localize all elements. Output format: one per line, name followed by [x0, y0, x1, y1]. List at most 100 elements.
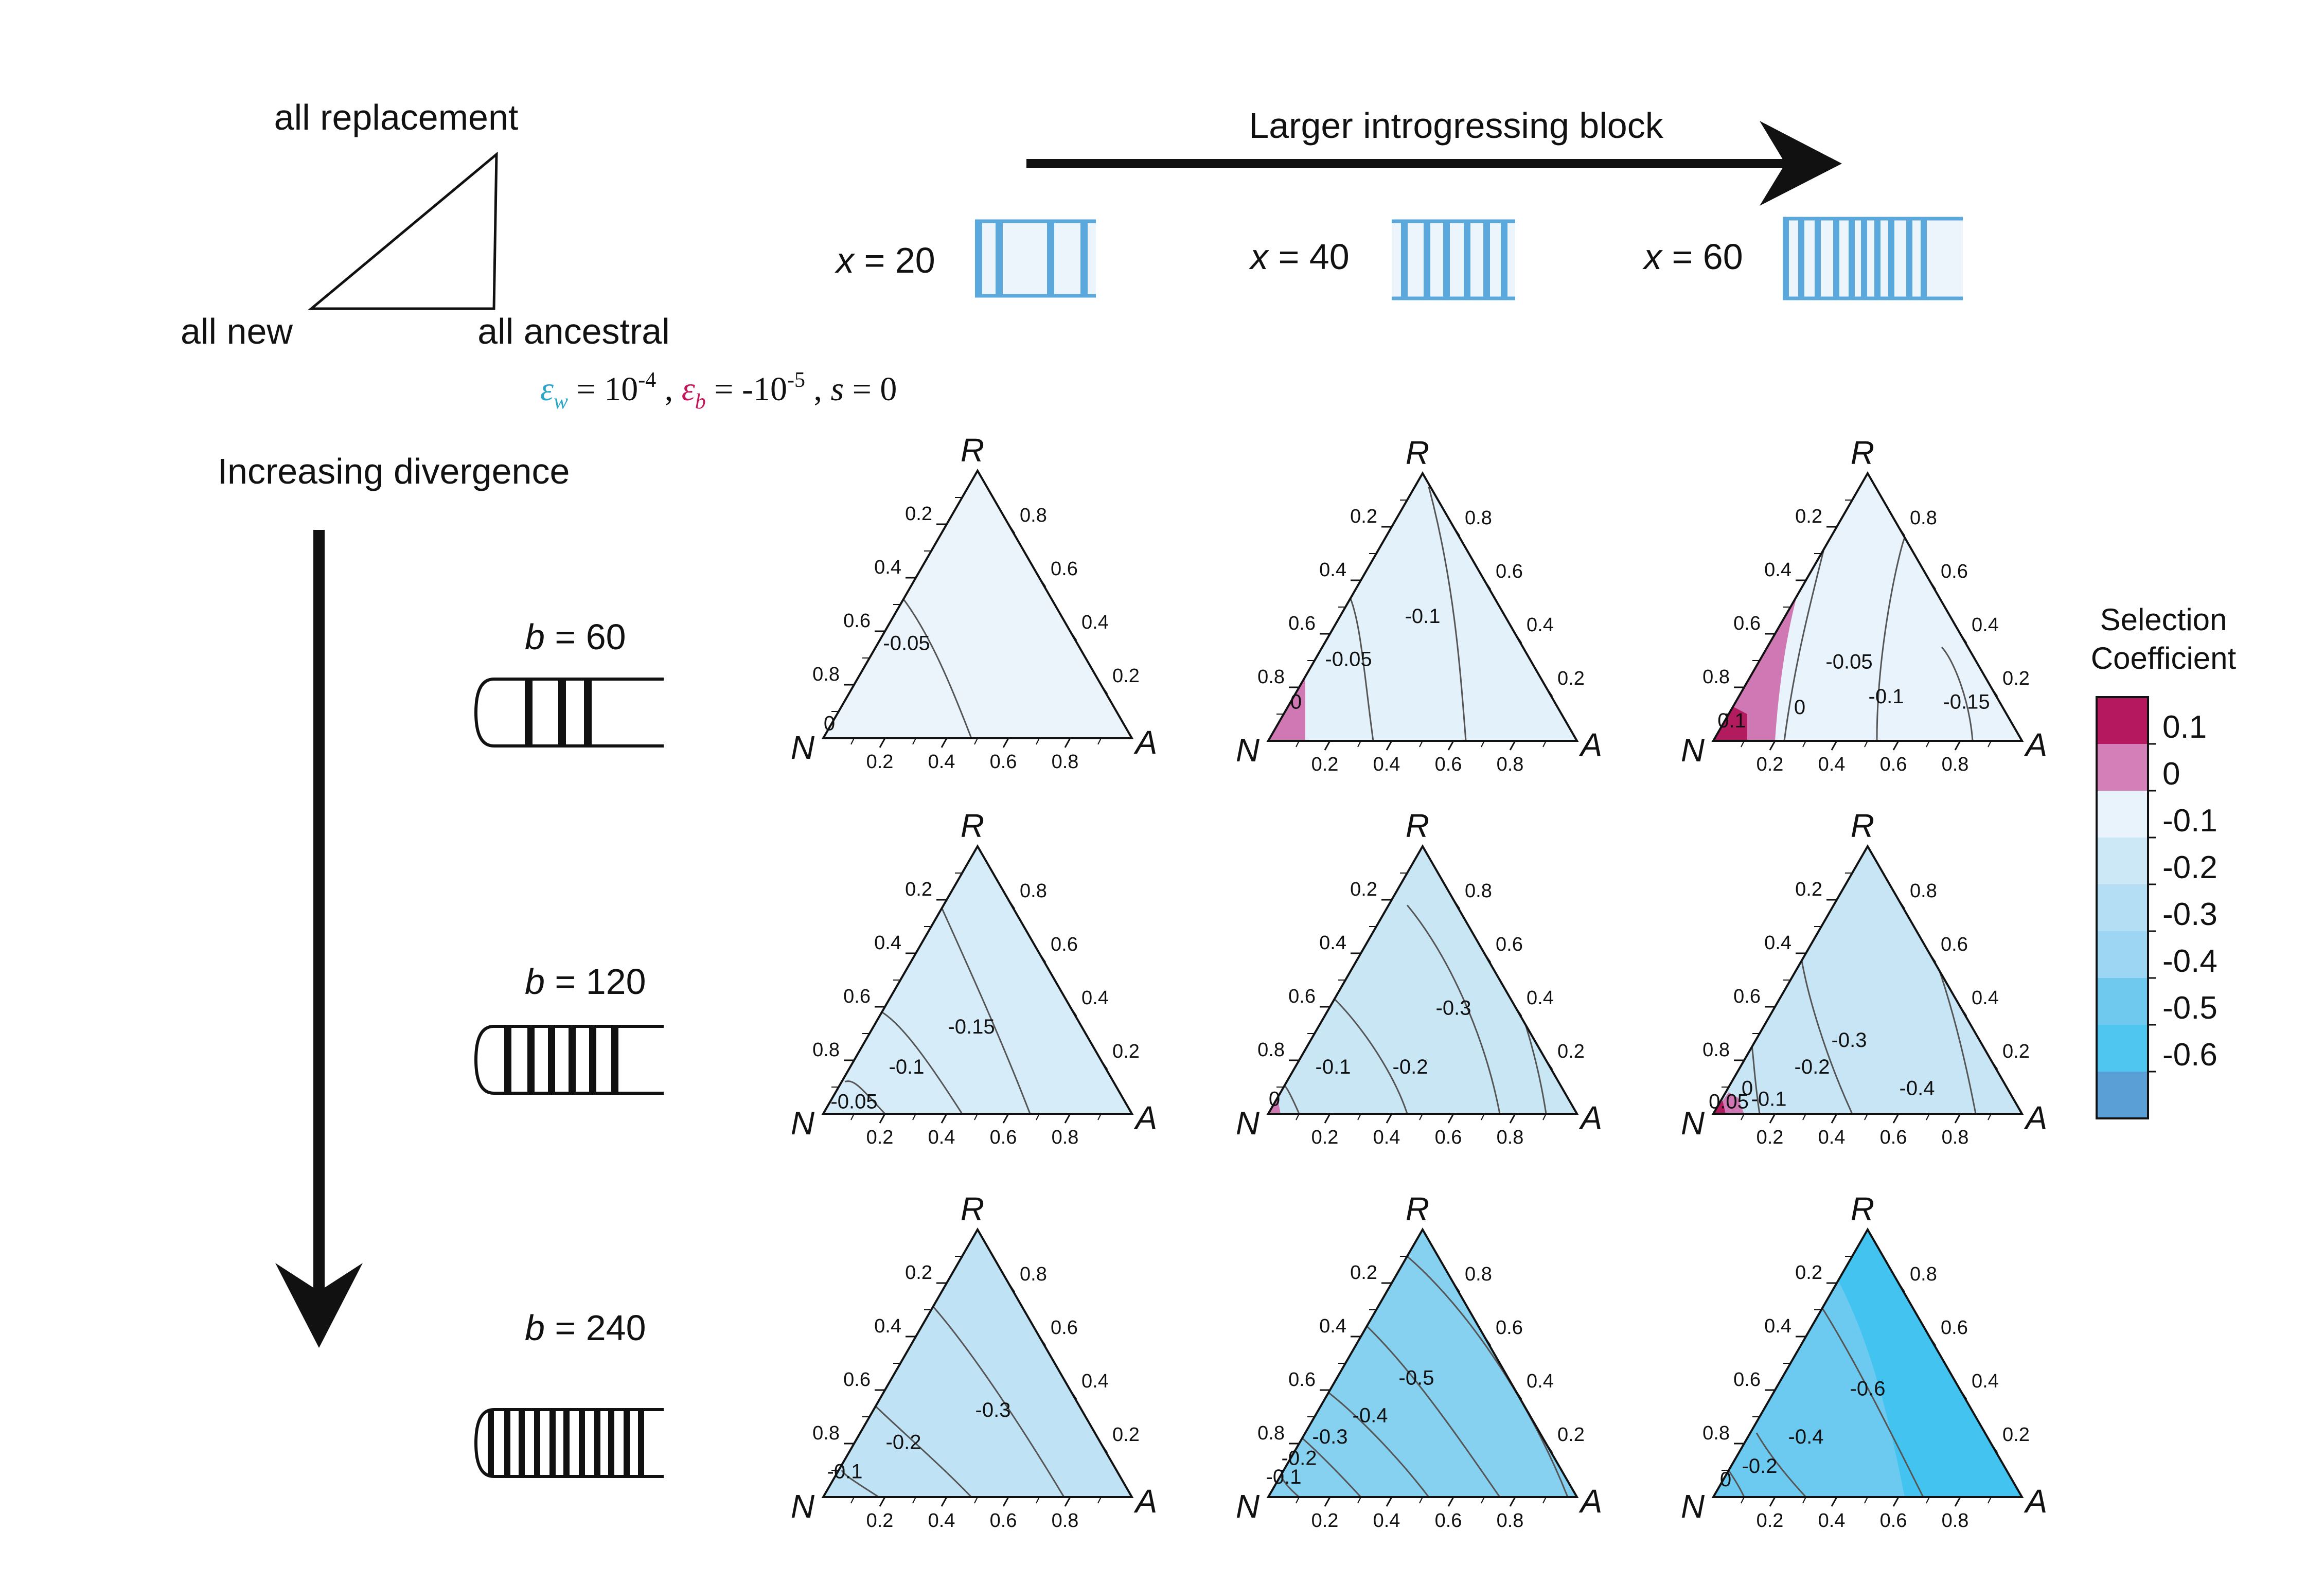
- vertex-label-top: R: [1851, 1190, 1874, 1227]
- contour-label: -0.1: [1405, 605, 1441, 628]
- vertex-label-left: N: [1681, 1105, 1705, 1142]
- contour-label: -0.05: [883, 632, 930, 654]
- bottom-minor-tick: [1097, 738, 1102, 745]
- right-minor-tick: [1883, 500, 1888, 507]
- right-tick-label: 0.6: [1496, 561, 1523, 582]
- left-tick-label: 0.2: [1350, 879, 1377, 900]
- contour-line: [1876, 537, 1906, 741]
- schematic-triangle: [308, 151, 498, 310]
- bottom-minor-tick: [1864, 1497, 1868, 1504]
- right-tick-label: 0.2: [2002, 1424, 2030, 1446]
- right-minor-tick: [1913, 553, 1919, 560]
- right-tick-label: 0.8: [1910, 507, 1937, 529]
- bottom-minor-tick: [1741, 1497, 1745, 1504]
- bottom-minor-tick: [1926, 740, 1930, 747]
- bottom-tick: [1769, 740, 1776, 751]
- ternary-panel-3-2: 0.2 0.2 0.8 0.4 0.4 0.6 0.6 0.6 0.4 0.8 0.8 0.2 R N A -…: [1236, 1190, 1602, 1532]
- bottom-tick-label: 0.2: [1757, 1510, 1784, 1532]
- bottom-tick-label: 0.8: [1942, 1127, 1969, 1148]
- right-minor-tick: [1913, 1309, 1919, 1316]
- ternary-panel-2-2: 0.2 0.2 0.8 0.4 0.4 0.6 0.6 0.6 0.4 0.8 0.8 0.2 R N A -…: [1236, 807, 1602, 1148]
- separator-1: ,: [656, 370, 682, 408]
- epsilon-w-subscript: w: [554, 390, 568, 414]
- contour-line: [902, 598, 972, 738]
- bottom-tick-label: 0.8: [1497, 1127, 1524, 1148]
- right-tick: [1514, 1006, 1522, 1017]
- schematic-legend: all replacement all new all ancestral: [181, 97, 670, 351]
- right-minor-tick: [2006, 714, 2011, 721]
- vertex-label-left: N: [1236, 732, 1260, 769]
- right-tick-label: 0.8: [1910, 880, 1937, 902]
- ternary-panel-3-3: 0.2 0.2 0.8 0.4 0.4 0.6 0.6 0.6 0.4 0.8 0.8 0.2 R N A -…: [1681, 1190, 2047, 1532]
- right-minor-tick: [1975, 660, 1980, 667]
- colorbar-tick-label: -0.5: [2162, 990, 2217, 1026]
- bottom-tick: [1386, 1497, 1393, 1507]
- left-tick-label: 0.6: [843, 986, 871, 1007]
- right-tick: [1897, 899, 1906, 910]
- bottom-minor-tick: [1036, 1113, 1040, 1120]
- schematic-apex-right: all ancestral: [477, 311, 670, 351]
- bottom-minor-tick: [1802, 1497, 1806, 1504]
- row-header-2: b = 120: [474, 962, 664, 1095]
- bottom-tick-label: 0.4: [928, 751, 955, 773]
- right-minor-tick: [1944, 607, 1949, 614]
- contour-line: [1280, 1475, 1300, 1497]
- bottom-tick: [1769, 1113, 1776, 1124]
- bottom-tick-label: 0.4: [1373, 754, 1400, 775]
- right-tick-label: 0.6: [1496, 934, 1523, 955]
- right-tick: [1514, 1390, 1522, 1400]
- right-tick: [1959, 1006, 1967, 1017]
- contour-label: -0.3: [1436, 997, 1471, 1020]
- bottom-tick: [1386, 740, 1393, 751]
- left-tick-label: 0.2: [1795, 506, 1822, 527]
- right-minor-tick: [992, 497, 998, 504]
- left-tick-label: 0.6: [1733, 986, 1761, 1007]
- right-minor-tick: [1499, 1363, 1504, 1370]
- bottom-minor-tick: [1926, 1497, 1930, 1504]
- right-minor-tick: [1561, 1087, 1566, 1094]
- s-symbol: s: [830, 370, 844, 408]
- bottom-minor-tick: [1802, 740, 1806, 747]
- colorbar: Selection Coefficient 0.1 0 -0.1 -0.2 -0.3 -0…: [2091, 602, 2237, 1119]
- bottom-tick-label: 0.2: [1757, 1127, 1784, 1148]
- right-tick: [1928, 953, 1937, 963]
- left-tick-label: 0.4: [1764, 1315, 1791, 1337]
- ternary-panel-1-3: 0.2 0.2 0.8 0.4 0.4 0.6 0.6 0.6 0.4 0.8 0.8 0.2 R N A -…: [1681, 434, 2047, 775]
- colorbar-band: [2097, 978, 2148, 1025]
- colorbar-band: [2097, 931, 2148, 978]
- colorbar-frame: [2096, 696, 2149, 1119]
- bottom-minor-tick: [1864, 1113, 1868, 1120]
- colorbar-tick-label: 0.1: [2162, 709, 2207, 745]
- right-minor-tick: [1499, 607, 1504, 614]
- contour-label: -0.05: [1825, 651, 1872, 673]
- left-tick-label: 0.2: [905, 1262, 932, 1284]
- right-tick: [1483, 1336, 1492, 1346]
- contour-label: -0.05: [1325, 648, 1372, 670]
- right-tick-label: 0.8: [1910, 1263, 1937, 1285]
- left-tick-label: 0.8: [1702, 1039, 1730, 1061]
- right-minor-tick: [1054, 604, 1059, 611]
- bottom-minor-tick: [1357, 740, 1361, 747]
- right-tick: [1007, 899, 1016, 910]
- bottom-tick-label: 0.2: [1311, 1127, 1339, 1148]
- vertex-label-right: A: [2024, 1483, 2048, 1520]
- right-tick: [1007, 524, 1016, 534]
- bottom-tick-label: 0.6: [1880, 1127, 1907, 1148]
- contour-line: [881, 1011, 963, 1114]
- bottom-tick: [1954, 1497, 1961, 1507]
- contour-line: [1428, 486, 1467, 741]
- right-tick: [1452, 899, 1461, 910]
- colorbar-band: [2097, 884, 2148, 931]
- bottom-tick: [879, 1497, 886, 1507]
- right-tick-label: 0.2: [1557, 668, 1585, 689]
- contour-line: [1360, 1320, 1501, 1497]
- right-tick: [1038, 577, 1046, 588]
- bottom-tick-label: 0.4: [1373, 1510, 1400, 1532]
- right-minor-tick: [1913, 926, 1919, 933]
- panel-background-fill: [823, 471, 1132, 738]
- contour-label: 0: [1742, 1077, 1753, 1100]
- vertex-label-top: R: [1406, 434, 1429, 471]
- left-tick-label: 0.4: [1319, 1315, 1346, 1337]
- contour-label: -0.1: [889, 1056, 925, 1078]
- right-tick-label: 0.4: [1972, 614, 1999, 636]
